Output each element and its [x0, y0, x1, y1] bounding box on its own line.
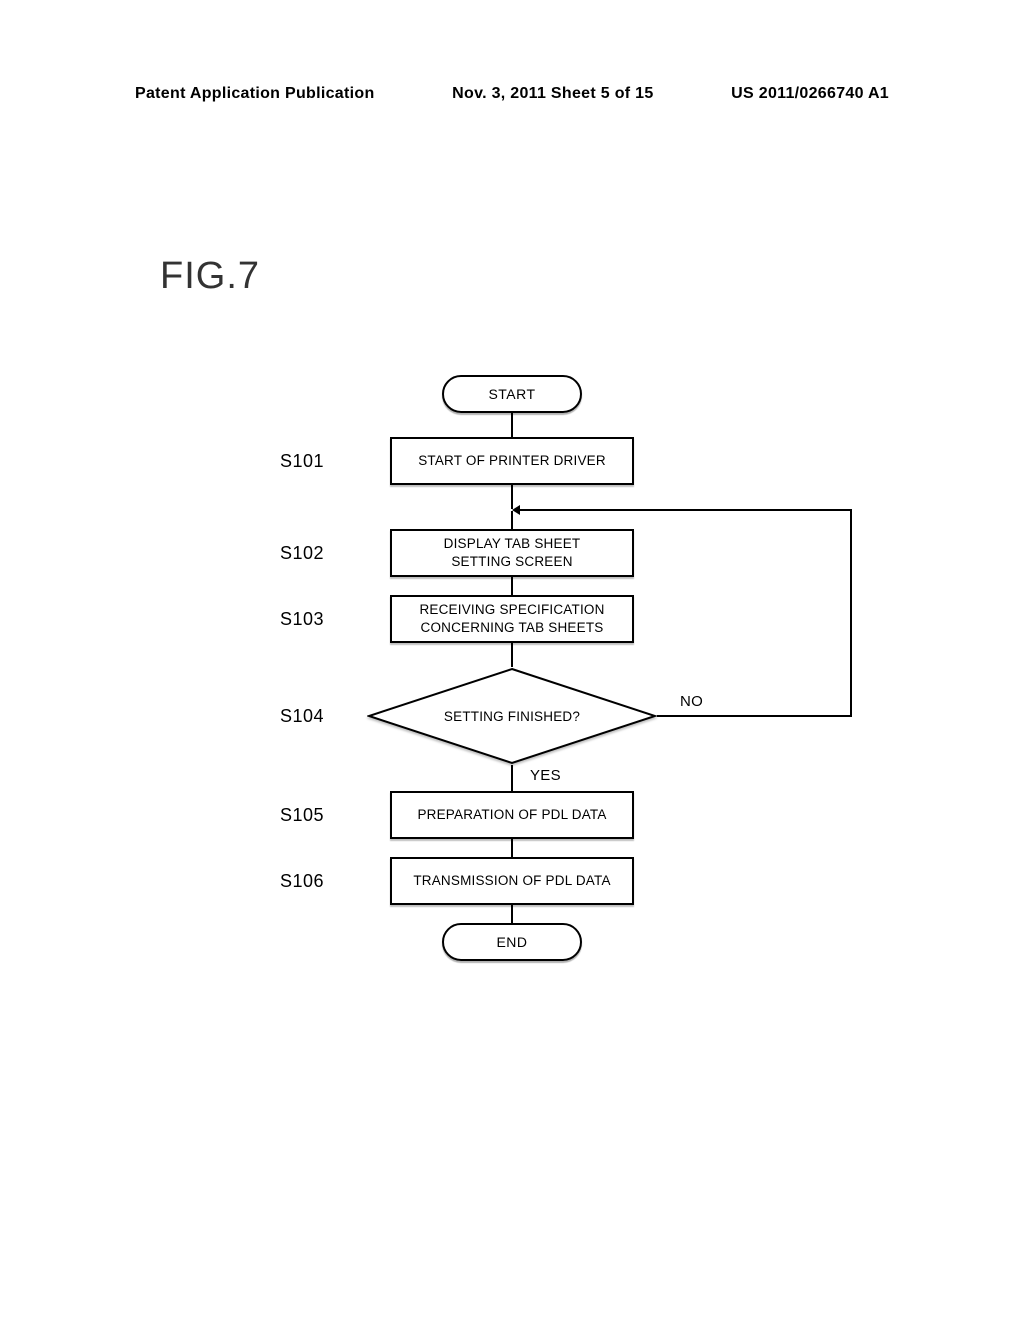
node-end: END: [442, 923, 582, 961]
node-s105: PREPARATION OF PDL DATA: [390, 791, 634, 839]
loop-line-from-decision: [657, 715, 852, 717]
node-s103: RECEIVING SPECIFICATION CONCERNING TAB S…: [390, 595, 634, 643]
node-s106-text: TRANSMISSION OF PDL DATA: [413, 872, 610, 890]
decision-yes-label: YES: [530, 767, 561, 784]
connector: [511, 765, 513, 791]
connector: [511, 577, 513, 595]
node-s104: SETTING FINISHED?: [367, 667, 657, 765]
node-start-text: START: [488, 386, 535, 402]
step-label-s104: S104: [280, 706, 324, 727]
node-start-row: START: [0, 375, 1024, 413]
connector: [511, 413, 513, 437]
step-label-s103: S103: [280, 609, 324, 630]
step-label-s101: S101: [280, 451, 324, 472]
node-s104-text: SETTING FINISHED?: [367, 667, 657, 765]
node-s102-text: DISPLAY TAB SHEET SETTING SCREEN: [444, 535, 581, 570]
node-s105-text: PREPARATION OF PDL DATA: [417, 806, 606, 824]
node-s101: START OF PRINTER DRIVER: [390, 437, 634, 485]
connector: [511, 905, 513, 923]
header-left: Patent Application Publication: [135, 85, 375, 103]
flowchart: START S101 START OF PRINTER DRIVER S102 …: [0, 375, 1024, 961]
step-label-s102: S102: [280, 543, 324, 564]
loop-entry: [0, 509, 1024, 511]
node-s102: DISPLAY TAB SHEET SETTING SCREEN: [390, 529, 634, 577]
node-s106-row: S106 TRANSMISSION OF PDL DATA: [0, 857, 1024, 905]
node-s101-row: S101 START OF PRINTER DRIVER: [0, 437, 1024, 485]
header-center: Nov. 3, 2011 Sheet 5 of 15: [452, 85, 653, 103]
node-s101-text: START OF PRINTER DRIVER: [418, 452, 606, 470]
node-s102-row: S102 DISPLAY TAB SHEET SETTING SCREEN: [0, 529, 1024, 577]
yes-connector-row: YES: [0, 765, 1024, 791]
connector: [511, 643, 513, 667]
node-s104-row: S104 SETTING FINISHED? NO: [0, 667, 1024, 765]
header-right: US 2011/0266740 A1: [731, 85, 889, 103]
connector: [511, 839, 513, 857]
node-s103-row: S103 RECEIVING SPECIFICATION CONCERNING …: [0, 595, 1024, 643]
figure-label: FIG.7: [160, 255, 260, 298]
node-s106: TRANSMISSION OF PDL DATA: [390, 857, 634, 905]
step-label-s105: S105: [280, 805, 324, 826]
node-end-row: END: [0, 923, 1024, 961]
step-label-s106: S106: [280, 871, 324, 892]
loop-line-to-entry: [516, 509, 852, 511]
node-end-text: END: [496, 934, 527, 950]
loop-line-vertical: [850, 510, 852, 717]
page-header: Patent Application Publication Nov. 3, 2…: [0, 85, 1024, 103]
node-s103-text: RECEIVING SPECIFICATION CONCERNING TAB S…: [419, 601, 604, 636]
node-start: START: [442, 375, 582, 413]
decision-no-label: NO: [680, 693, 703, 710]
node-s105-row: S105 PREPARATION OF PDL DATA: [0, 791, 1024, 839]
